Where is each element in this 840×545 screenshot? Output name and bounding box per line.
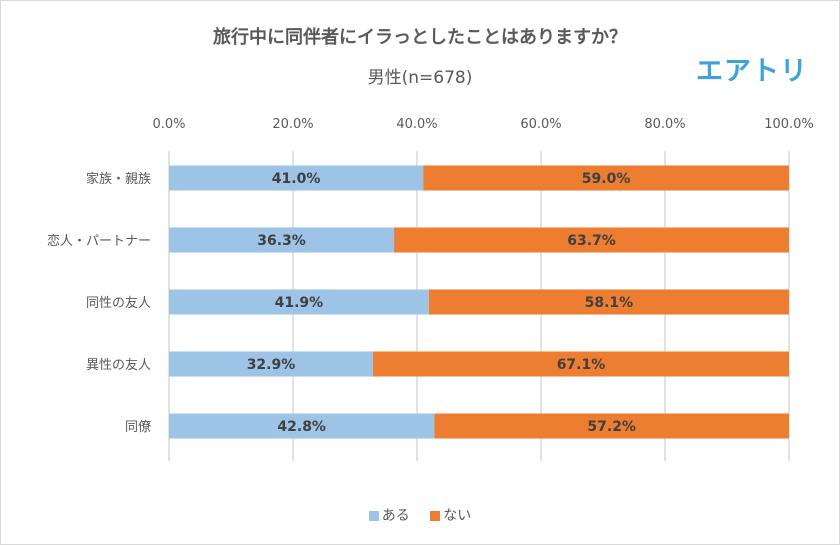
legend: ある ない <box>1 505 839 525</box>
bar-aru <box>169 289 429 315</box>
bar-aru <box>169 227 395 253</box>
bar-nai <box>434 413 789 439</box>
bar-nai <box>423 165 789 191</box>
data-label: 67.1% <box>557 357 606 373</box>
x-tick-label: 0.0% <box>152 117 185 132</box>
data-label: 42.8% <box>277 419 326 435</box>
legend-label-0: ある <box>381 508 410 524</box>
data-label: 36.3% <box>257 233 306 249</box>
category-label: 異性の友人 <box>86 357 151 373</box>
bar-nai <box>428 289 789 315</box>
bar-nai <box>394 227 789 253</box>
category-label: 恋人・パートナー <box>47 233 151 249</box>
legend-item-1: ない <box>430 508 471 524</box>
x-tick-label: 40.0% <box>396 117 437 132</box>
x-tick-label: 20.0% <box>272 117 313 132</box>
data-label: 41.0% <box>272 171 321 187</box>
bar-aru <box>169 413 435 439</box>
x-tick-label: 80.0% <box>644 117 685 132</box>
bar-aru <box>169 351 373 377</box>
data-label: 41.9% <box>275 295 324 311</box>
chart-subtitle: 男性(n=678) <box>367 68 473 88</box>
legend-swatch-1 <box>430 511 441 521</box>
legend-label-1: ない <box>443 508 472 524</box>
data-label: 63.7% <box>567 233 616 249</box>
data-label: 57.2% <box>587 419 636 435</box>
category-label: 同僚 <box>125 420 151 435</box>
chart-title: 旅行中に同伴者にイラっとしたことはありますか？ <box>213 27 627 48</box>
legend-item-0: ある <box>368 508 410 524</box>
bar-aru <box>169 165 424 191</box>
data-label: 59.0% <box>582 171 631 187</box>
logo: エアトリ <box>696 56 808 87</box>
legend-swatch-0 <box>368 511 379 521</box>
x-tick-label: 60.0% <box>520 117 561 132</box>
x-tick-label: 100.0% <box>764 117 814 132</box>
bar-nai <box>372 351 789 377</box>
data-label: 32.9% <box>247 357 296 373</box>
category-label: 同性の友人 <box>86 295 151 311</box>
category-label: 家族・親族 <box>86 171 151 187</box>
data-label: 58.1% <box>585 295 634 311</box>
